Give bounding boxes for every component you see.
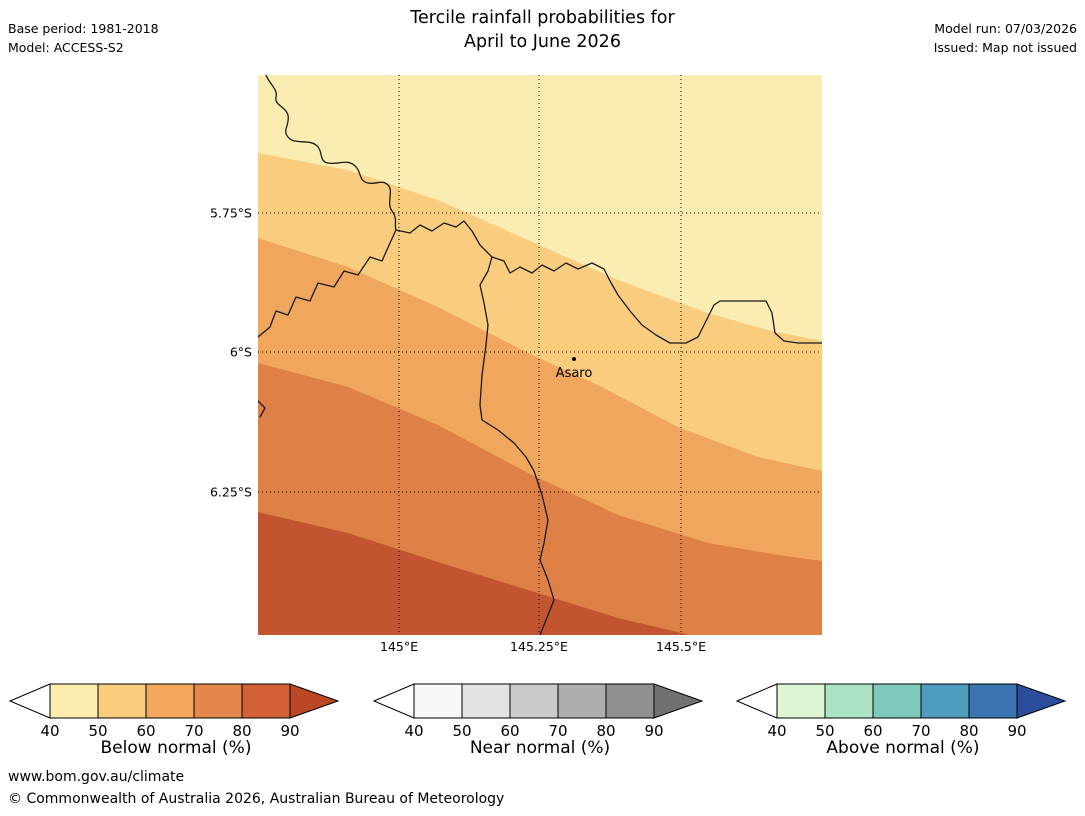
- legend-near-normal-bar: 40 50 60 70 80 90: [372, 683, 704, 740]
- page-title: Tercile rainfall probabilities for April…: [0, 6, 1085, 54]
- legend-left-arrow: [735, 683, 778, 719]
- legend-below-normal-bar: 40 50 60 70 80 90: [8, 683, 340, 740]
- graticule: [258, 75, 822, 635]
- legend-above-normal-bar: 40 50 60 70 80 90: [735, 683, 1067, 740]
- legend-cell: [49, 683, 99, 719]
- legend-tick: 60: [136, 722, 155, 740]
- legend-tick: 70: [911, 722, 930, 740]
- legend-tick: 60: [500, 722, 519, 740]
- legend-near-normal: 40 50 60 70 80 90 Near normal (%): [370, 682, 710, 758]
- footer-copyright: © Commonwealth of Australia 2026, Austra…: [8, 791, 505, 807]
- asaro-marker: Asaro: [556, 357, 593, 381]
- model-text: Model: ACCESS-S2: [8, 40, 124, 55]
- legend-tick: 50: [452, 722, 471, 740]
- legend-tick: 50: [815, 722, 834, 740]
- header-left: Base period: 1981-2018 Model: ACCESS-S2: [8, 19, 159, 57]
- probability-bands: [258, 75, 822, 635]
- legend-cell: [824, 683, 874, 719]
- legend-cell: [193, 683, 243, 719]
- legend-tick: 80: [959, 722, 978, 740]
- lat-label-575s: 5.75°S: [209, 205, 252, 221]
- header-right: Model run: 07/03/2026 Issued: Map not is…: [934, 19, 1077, 57]
- legend-caption: Above normal (%): [826, 738, 980, 758]
- border-river-north: [265, 74, 397, 231]
- border-north-south: [479, 256, 555, 636]
- map-title-line1: Tercile rainfall probabilities for: [410, 8, 675, 28]
- legend-cell: [97, 683, 147, 719]
- legend-tick: 60: [863, 722, 882, 740]
- base-period-text: Base period: 1981-2018: [8, 21, 159, 36]
- footer-url: www.bom.gov.au/climate: [8, 769, 185, 785]
- legend-tick: 70: [184, 722, 203, 740]
- lon-label-1455e: 145.5°E: [656, 639, 706, 654]
- legend-tick: 90: [280, 722, 299, 740]
- map-title-line2: April to June 2026: [464, 32, 621, 52]
- legend-cell: [605, 683, 655, 719]
- legend-cell: [461, 683, 511, 719]
- legend-cell: [920, 683, 970, 719]
- legend-left-arrow: [372, 683, 415, 719]
- legend-cell: [872, 683, 922, 719]
- map-area: Asaro: [257, 74, 823, 636]
- legend-tick: 40: [404, 722, 423, 740]
- legend-cell: [509, 683, 559, 719]
- legend-caption: Below normal (%): [100, 738, 252, 758]
- legend-tick: 40: [40, 722, 59, 740]
- legend-cell: [413, 683, 463, 719]
- legend-tick: 80: [232, 722, 251, 740]
- band-80-90: [258, 512, 690, 635]
- issued-text: Issued: Map not issued: [933, 40, 1077, 55]
- district-borders: [257, 74, 823, 636]
- legend-cell: [145, 683, 195, 719]
- legend-right-arrow: [1016, 683, 1067, 719]
- border-west-fragment: [257, 400, 266, 418]
- legend-cell: [968, 683, 1018, 719]
- lat-label-625s: 6.25°S: [209, 484, 252, 500]
- legend-tick: 70: [548, 722, 567, 740]
- legend-tick: 40: [767, 722, 786, 740]
- lon-label-14525e: 145.25°E: [510, 639, 568, 654]
- legend-cell: [241, 683, 291, 719]
- legend-tick: 80: [596, 722, 615, 740]
- lat-label-6s: 6°S: [229, 344, 252, 360]
- asaro-label: Asaro: [556, 366, 593, 381]
- legend-below-normal: 40 50 60 70 80 90 Below normal (%): [6, 682, 346, 758]
- legend-right-arrow: [289, 683, 340, 719]
- legend-caption: Near normal (%): [469, 738, 611, 758]
- legend-cell: [557, 683, 607, 719]
- legend-tick: 90: [1007, 722, 1026, 740]
- border-main-east-west: [257, 220, 823, 344]
- legend-tick: 90: [644, 722, 663, 740]
- rainfall-map: Asaro: [257, 74, 823, 636]
- legend-left-arrow: [8, 683, 51, 719]
- legend-tick: 50: [88, 722, 107, 740]
- legend-cell: [776, 683, 826, 719]
- model-run-text: Model run: 07/03/2026: [934, 21, 1077, 36]
- legend-above-normal: 40 50 60 70 80 90 Above normal (%): [733, 682, 1073, 758]
- lon-label-145e: 145°E: [379, 639, 419, 654]
- legend-right-arrow: [653, 683, 704, 719]
